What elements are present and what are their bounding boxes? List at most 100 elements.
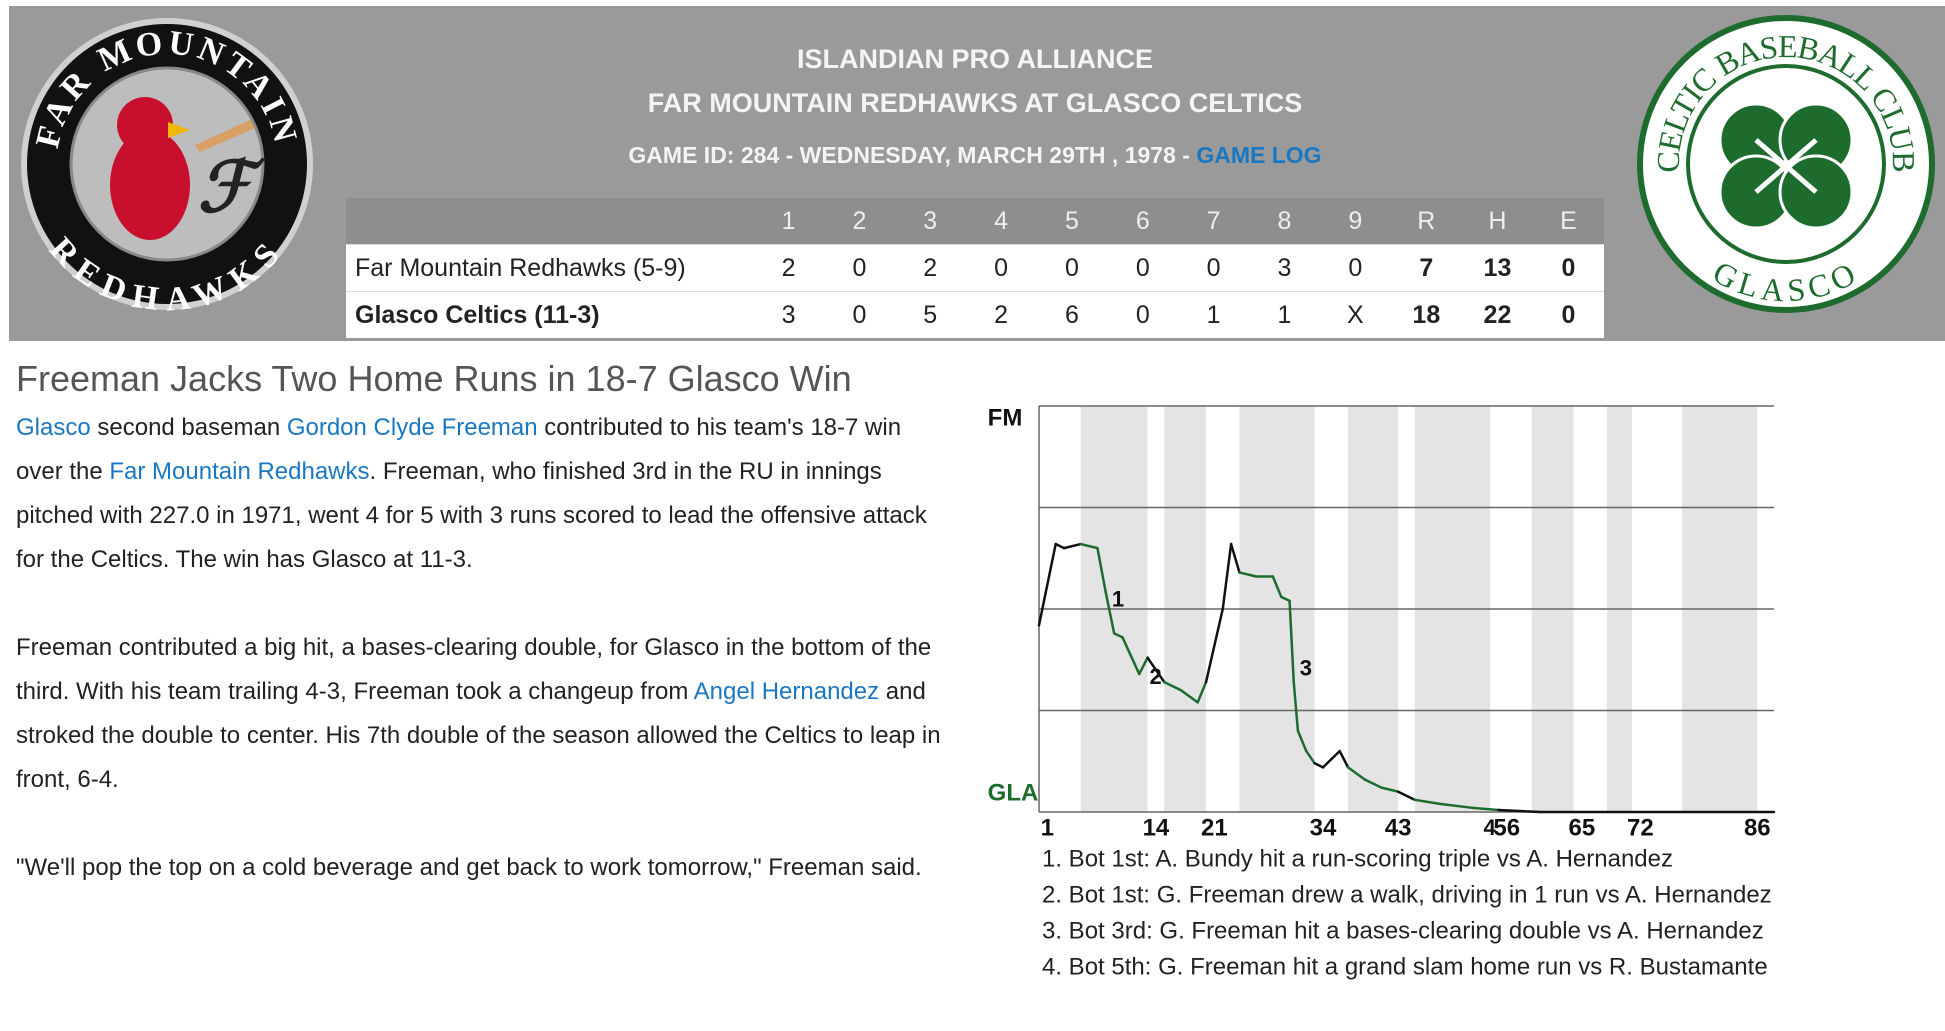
x-tick-label: 21 xyxy=(1201,814,1228,841)
win-probability-segment xyxy=(1296,729,1308,753)
win-probability-segment xyxy=(1271,575,1283,599)
game-log-link[interactable]: GAME LOG xyxy=(1196,142,1322,168)
win-probability-segment xyxy=(1288,599,1295,684)
link[interactable]: Angel Hernandez xyxy=(693,678,880,705)
text: . Freeman, who finished 3rd in the RU in… xyxy=(16,458,927,573)
x-tick-label: 34 xyxy=(1310,814,1337,841)
score: 13 xyxy=(1461,244,1534,292)
paragraph: Freeman contributed a big hit, a bases-c… xyxy=(16,626,946,802)
team-name: Far Mountain Redhawks (5-9) xyxy=(346,244,754,292)
article: Freeman Jacks Two Home Runs in 18-7 Glas… xyxy=(16,358,946,934)
away-logo: ℱ FAR MOUNTAIN REDHAWKS xyxy=(21,18,313,319)
win-probability-segment xyxy=(1121,636,1141,676)
win-probability-segment xyxy=(1163,680,1183,692)
column-header: H xyxy=(1461,198,1534,245)
x-tick-label: 14 xyxy=(1143,814,1170,841)
linescore: 1 2 3 4 5 6 7 8 9 R H E Far Mountain Redhawks (5-9) 2… xyxy=(346,198,1604,338)
event-note: 4. Bot 5th: G. Freeman hit a grand slam … xyxy=(1042,953,1768,980)
text: contributed to his team's 18-7 win over … xyxy=(16,414,902,485)
win-probability-segment xyxy=(1338,749,1350,769)
link[interactable]: Gordon Clyde Freeman xyxy=(286,414,538,441)
league: ISLANDIAN PRO ALLIANCE xyxy=(797,44,1153,74)
article-title: Freeman Jacks Two Home Runs in 18-7 Glas… xyxy=(16,358,852,399)
score: X xyxy=(1319,291,1391,338)
x-tick-label: 43 xyxy=(1385,814,1412,841)
column-header: 6 xyxy=(1107,198,1179,245)
win-probability-segment xyxy=(1238,571,1258,578)
x-tick-label: 56 xyxy=(1493,814,1520,841)
win-probability-segment xyxy=(1497,808,1542,814)
bottom-half-band xyxy=(1682,406,1758,812)
win-probability-segment xyxy=(1321,757,1333,769)
score: 3 xyxy=(753,291,824,338)
win-probability-segment xyxy=(1196,680,1208,704)
team-row: Glasco Celtics (11-3) 3 0 5 2 6 0 1 1 X 18 22 0 xyxy=(346,291,1604,338)
score: 0 xyxy=(1319,244,1391,292)
win-probability-segment xyxy=(1104,591,1116,635)
score: 0 xyxy=(1178,244,1250,292)
event-note: 3. Bot 3rd: G. Freeman hit a bases-clear… xyxy=(1042,917,1764,944)
link[interactable]: Glasco xyxy=(16,414,91,441)
column-header: 3 xyxy=(894,198,966,245)
game-info: GAME ID: 284 - WEDNESDAY, MARCH 29TH , 1… xyxy=(628,142,1190,168)
win-probability-segment xyxy=(1229,542,1241,574)
win-probability-segment xyxy=(1146,656,1158,672)
win-probability-segment xyxy=(1096,546,1108,595)
win-probability-segment xyxy=(1221,542,1233,611)
column-header: 8 xyxy=(1249,198,1320,245)
win-probability-segment xyxy=(1363,778,1383,789)
score: 0 xyxy=(1533,291,1604,338)
event-marker: 1 xyxy=(1112,587,1124,612)
win-probability-segment xyxy=(1413,798,1442,806)
score: 2 xyxy=(894,244,966,292)
win-probability-segment xyxy=(1179,688,1199,704)
text: second baseman xyxy=(90,414,287,441)
x-tick-label: 65 xyxy=(1569,814,1596,841)
win-probability-segment xyxy=(1292,680,1300,733)
win-probability-segment xyxy=(1037,542,1057,627)
bottom-half-band xyxy=(1164,406,1207,812)
score: 0 xyxy=(965,244,1037,292)
win-probability-segment xyxy=(1062,542,1083,550)
score: 0 xyxy=(823,291,895,338)
win-probability-segment xyxy=(1079,542,1099,550)
column-header: E xyxy=(1533,198,1604,245)
win-probability-segment xyxy=(1154,668,1166,684)
bottom-half-band xyxy=(1531,406,1574,812)
score: 18 xyxy=(1390,291,1462,338)
event-marker: 3 xyxy=(1300,656,1312,681)
header-blank xyxy=(346,198,754,245)
score: 0 xyxy=(1107,244,1179,292)
x-tick-label: 1 xyxy=(1041,814,1054,841)
bottom-half-band xyxy=(1080,406,1148,812)
score: 1 xyxy=(1249,291,1320,338)
event-note: 2. Bot 1st: G. Freeman drew a walk, driv… xyxy=(1042,881,1772,908)
bottom-label: GLA xyxy=(988,779,1039,806)
top-label: FM xyxy=(988,404,1023,431)
bottom-half-band xyxy=(1239,406,1315,812)
column-header: 7 xyxy=(1178,198,1250,245)
score: 2 xyxy=(753,244,824,292)
score: 0 xyxy=(823,244,895,292)
win-probability-segment xyxy=(1330,749,1341,761)
win-probability-segment xyxy=(1305,749,1316,765)
matchup: FAR MOUNTAIN REDHAWKS AT GLASCO CELTICS xyxy=(647,88,1303,118)
column-header: 9 xyxy=(1319,198,1391,245)
link[interactable]: Far Mountain Redhawks xyxy=(109,458,370,485)
win-probability-segment xyxy=(1204,607,1224,684)
score: 2 xyxy=(965,291,1037,338)
event-marker: 4 xyxy=(1484,815,1497,840)
bottom-half-band xyxy=(1606,406,1633,812)
home-logo: CELTIC BASEBALL CLUB GLASCO xyxy=(1637,15,1935,313)
score: 6 xyxy=(1036,291,1108,338)
win-probability-segment xyxy=(1438,802,1475,810)
text: Freeman contributed a big hit, a bases-c… xyxy=(16,634,932,705)
score: 7 xyxy=(1390,244,1462,292)
game-info-line: GAME ID: 284 - WEDNESDAY, MARCH 29TH , 1… xyxy=(346,142,1604,169)
score: 1 xyxy=(1178,291,1250,338)
win-probability-segment xyxy=(1137,656,1149,676)
column-header: 4 xyxy=(965,198,1037,245)
win-probability-segment xyxy=(1313,762,1325,769)
bottom-half-band xyxy=(1414,406,1491,812)
